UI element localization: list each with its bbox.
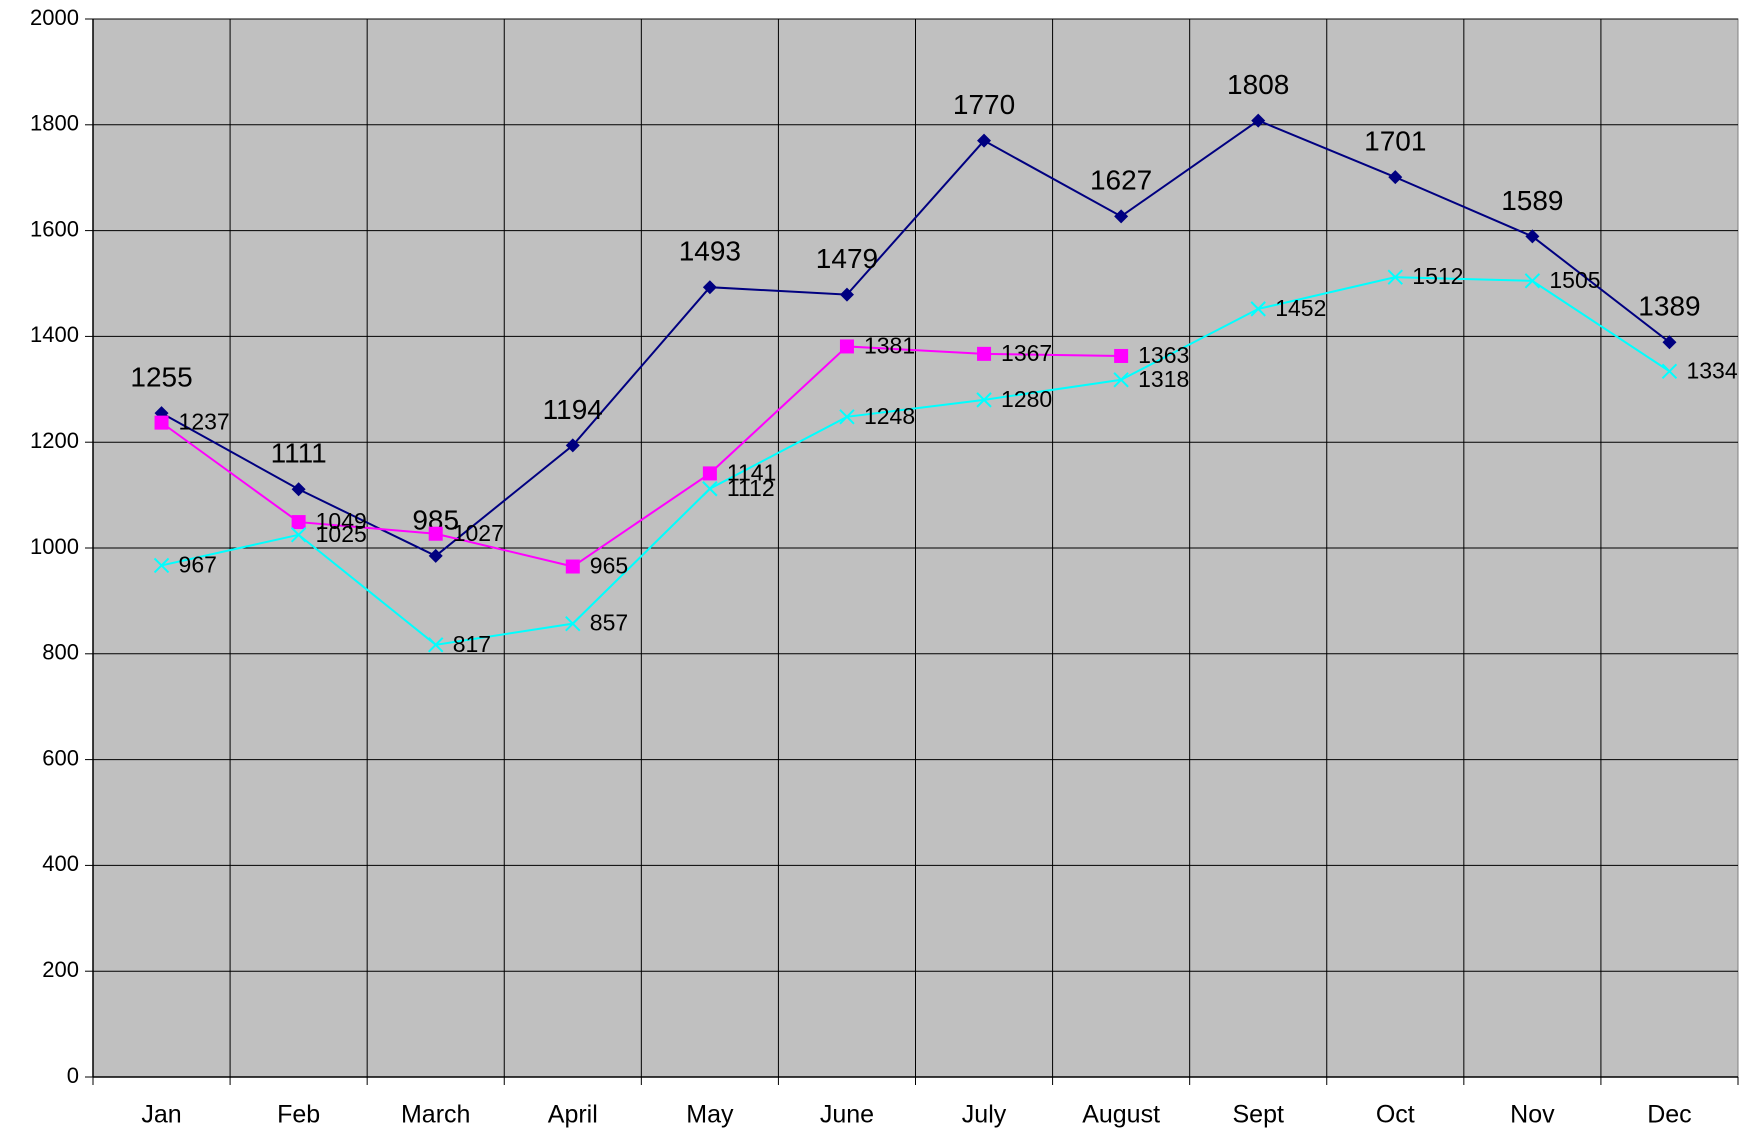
series-line: [161, 276, 1671, 646]
marker-x: [290, 527, 307, 543]
data-label: 1808: [1227, 69, 1289, 100]
marker-x: [976, 392, 992, 408]
x-tick-label: Dec: [1647, 1101, 1691, 1129]
series-line: [161, 119, 1671, 558]
data-label: 1255: [130, 361, 192, 392]
y-tick-label: 1800: [30, 111, 79, 136]
y-tick-label: 800: [42, 640, 79, 665]
marker-x: [1250, 301, 1266, 317]
y-tick-label: 1600: [30, 216, 79, 241]
data-label: 1493: [679, 236, 741, 267]
marker-square: [565, 559, 580, 574]
y-tick-label: 600: [42, 745, 79, 770]
data-label: 1141: [727, 459, 776, 485]
data-label: 965: [590, 553, 628, 579]
marker-x: [839, 409, 855, 425]
marker-x: [565, 615, 581, 632]
x-tick-label: March: [401, 1101, 470, 1129]
data-label: 1505: [1549, 267, 1600, 293]
marker-square: [977, 346, 992, 361]
data-label: 1363: [1138, 342, 1189, 368]
y-tick-label: 400: [42, 851, 79, 876]
data-label: 1280: [1001, 386, 1052, 412]
marker-diamond: [1114, 209, 1129, 224]
marker-x: [1387, 269, 1403, 285]
data-label: 857: [590, 610, 628, 636]
marker-diamond: [428, 548, 443, 563]
data-label: 1049: [316, 508, 367, 534]
data-label: 1194: [543, 394, 603, 425]
marker-x: [1661, 363, 1678, 380]
marker-square: [291, 515, 306, 530]
x-tick-label: Feb: [277, 1101, 320, 1129]
x-tick-label: Nov: [1510, 1101, 1555, 1129]
marker-diamond: [291, 482, 306, 497]
x-tick-label: April: [548, 1101, 598, 1129]
marker-square: [154, 415, 169, 430]
x-tick-label: Oct: [1376, 1101, 1415, 1129]
data-label: 1770: [953, 89, 1015, 120]
data-label: 1701: [1364, 126, 1426, 157]
data-label: 1111: [271, 438, 327, 469]
data-label: 1025: [316, 521, 367, 547]
data-label: 1367: [1001, 340, 1052, 366]
marker-diamond: [1251, 113, 1266, 128]
data-label: 1389: [1638, 291, 1700, 322]
y-tick-label: 0: [67, 1063, 79, 1088]
data-label: 1027: [453, 520, 504, 546]
marker-x: [702, 481, 718, 497]
data-label: 1112: [727, 475, 775, 501]
x-tick-label: June: [820, 1101, 874, 1129]
data-label: 817: [453, 631, 491, 657]
y-tick-label: 1400: [30, 322, 79, 347]
series-line: [160, 345, 1122, 568]
marker-square: [1114, 348, 1129, 363]
data-label: 1318: [1138, 366, 1189, 392]
marker-diamond: [1525, 229, 1540, 244]
data-label: 1512: [1412, 263, 1463, 289]
y-tick-label: 200: [42, 957, 79, 982]
marker-diamond: [1388, 170, 1403, 185]
marker-diamond: [839, 287, 854, 302]
marker-x: [428, 637, 444, 653]
marker-x: [1113, 372, 1129, 388]
marker-diamond: [977, 133, 992, 148]
data-label: 1627: [1090, 165, 1152, 196]
x-tick-label: Sept: [1232, 1101, 1283, 1129]
marker-diamond: [565, 438, 580, 453]
data-label: 1334: [1686, 357, 1737, 383]
x-tick-label: May: [686, 1101, 734, 1129]
marker-square: [839, 339, 854, 354]
marker-diamond: [1662, 335, 1677, 350]
marker-x: [153, 557, 170, 574]
y-tick-label: 2000: [30, 5, 79, 30]
data-label: 1589: [1501, 185, 1563, 216]
data-label: 1237: [179, 409, 230, 435]
data-label: 1479: [816, 243, 878, 274]
marker-x: [1524, 273, 1541, 289]
x-tick-label: Jan: [141, 1101, 181, 1129]
data-label: 1381: [864, 333, 915, 359]
marker-square: [428, 526, 443, 541]
marker-diamond: [702, 280, 717, 295]
data-label: 1248: [864, 403, 915, 429]
y-tick-label: 1200: [30, 428, 79, 453]
x-tick-label: August: [1082, 1101, 1160, 1129]
data-label: 967: [179, 552, 217, 578]
marker-square: [702, 466, 717, 481]
y-tick-label: 1000: [30, 534, 79, 559]
x-tick-label: July: [962, 1101, 1007, 1129]
data-label: 1452: [1275, 295, 1326, 321]
